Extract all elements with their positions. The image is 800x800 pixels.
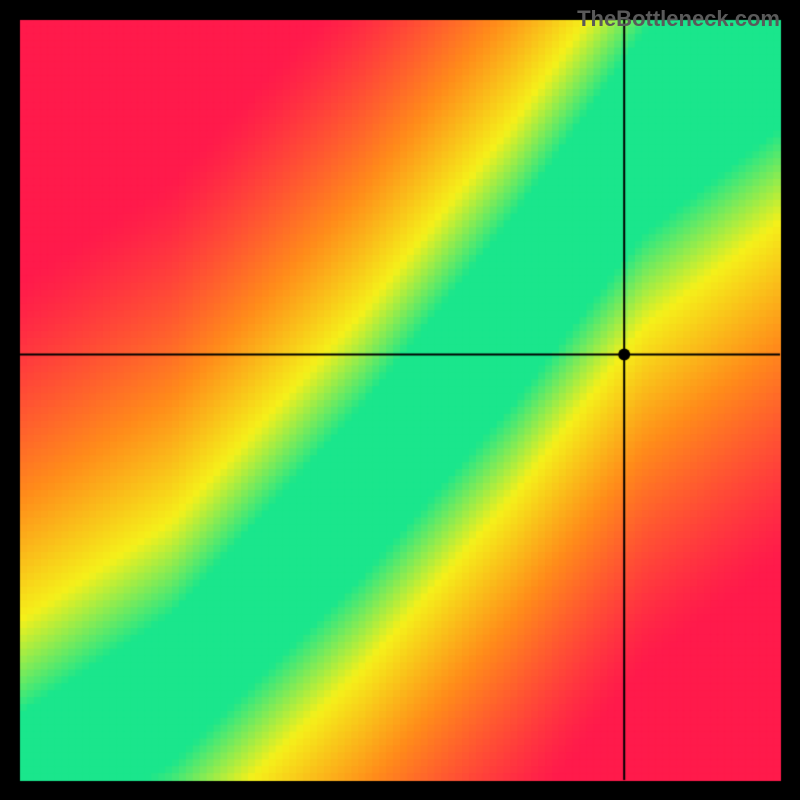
watermark-text: TheBottleneck.com [577,6,780,32]
chart-container: TheBottleneck.com [0,0,800,800]
bottleneck-heatmap [0,0,800,800]
